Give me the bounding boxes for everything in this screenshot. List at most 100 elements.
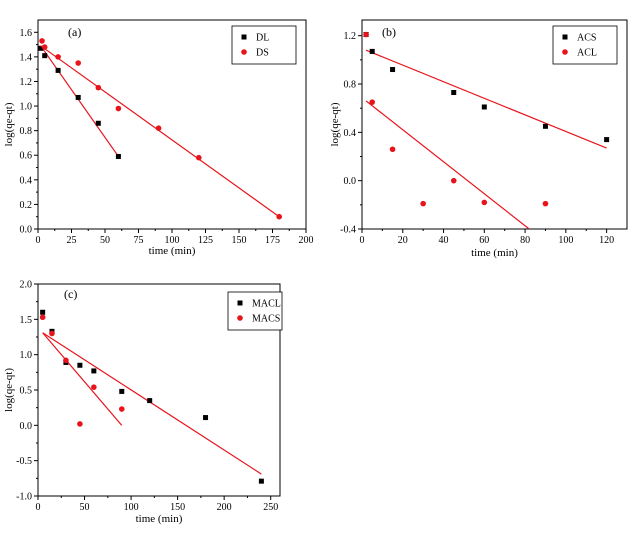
- data-point-macs: [77, 421, 83, 427]
- legend-box: [552, 25, 618, 65]
- legend-label: MACS: [252, 314, 280, 325]
- y-axis-label: log(qe-qt): [3, 368, 15, 412]
- y-tick-label: 0.8: [20, 126, 33, 137]
- data-point-acl: [369, 99, 375, 105]
- legend-marker: [241, 49, 247, 55]
- y-tick-label: -0.5: [16, 456, 32, 467]
- x-tick-label: 50: [100, 235, 110, 246]
- data-point-dl: [38, 45, 44, 51]
- data-point-acl: [363, 31, 369, 38]
- data-point-acs: [451, 89, 457, 95]
- data-point-acs: [390, 67, 396, 73]
- x-tick-label: 80: [520, 235, 530, 246]
- data-point-ds: [75, 60, 81, 66]
- legend: MACL MACS: [227, 291, 283, 331]
- y-tick-label: 2.0: [20, 280, 33, 291]
- y-tick-label: 0.6: [20, 151, 33, 162]
- panel-label: (b): [382, 25, 396, 39]
- data-point-acs: [604, 137, 610, 143]
- x-tick-label: 40: [439, 235, 449, 246]
- data-point-ds: [41, 44, 48, 50]
- x-axis-label: time (min): [136, 513, 183, 525]
- fit-line-macs: [42, 332, 123, 426]
- panel-label: (c): [64, 287, 77, 301]
- data-point-dl: [95, 120, 101, 126]
- y-tick-label: 0.0: [20, 225, 33, 236]
- x-tick-label: 175: [265, 235, 280, 246]
- data-point-acl: [420, 200, 426, 207]
- x-tick-label: 100: [558, 235, 573, 246]
- fit-line-acl: [365, 100, 530, 229]
- legend-marker: [237, 300, 243, 306]
- x-tick-label: 0: [36, 235, 41, 246]
- data-point-macl: [77, 362, 83, 368]
- y-tick-label: 0.4: [344, 128, 357, 139]
- legend-label: DL: [256, 33, 269, 44]
- fit-line-acs: [365, 49, 607, 149]
- chart-panel-2: 0 20 40 60 80 100 120 -0.4 0.0 0.4 0.8 1.2 time (min…: [329, 19, 628, 259]
- data-point-ds: [115, 105, 122, 112]
- legend-marker: [241, 34, 247, 40]
- x-tick-label: 0: [360, 235, 365, 246]
- data-point-macs: [118, 406, 125, 412]
- data-point-ds: [55, 54, 61, 60]
- data-point-acl: [542, 200, 549, 207]
- data-point-dl: [55, 67, 61, 73]
- x-tick-label: 20: [398, 235, 408, 246]
- x-tick-label: 25: [67, 235, 77, 246]
- data-point-acs: [481, 104, 487, 110]
- chart-panel-3: 0 50 100 150 200 250 -1.0 -0.5 0.0 0.5 1.0 1.5 2.0 ti…: [3, 280, 283, 525]
- y-tick-label: 1.0: [20, 102, 33, 113]
- legend-box: [231, 25, 297, 65]
- data-point-ds: [276, 213, 283, 220]
- data-point-macs: [63, 357, 69, 364]
- x-tick-label: 150: [232, 235, 247, 246]
- x-tick-label: 75: [134, 235, 144, 246]
- y-tick-label: 0.0: [20, 421, 33, 432]
- y-axis-label: log(qe-qt): [3, 102, 15, 146]
- legend: DL DS: [231, 25, 297, 65]
- data-point-acs: [542, 123, 548, 129]
- x-tick-label: 100: [165, 235, 180, 246]
- y-tick-label: 0.4: [20, 175, 33, 186]
- data-point-ds: [39, 38, 45, 44]
- y-tick-label: 1.2: [20, 77, 33, 88]
- legend-marker: [237, 315, 243, 321]
- y-tick-label: 1.5: [20, 315, 33, 326]
- x-tick-label: 100: [124, 502, 139, 513]
- data-point-macs: [39, 314, 46, 321]
- fit-line-dl: [40, 45, 119, 157]
- x-tick-label: 0: [36, 502, 41, 513]
- data-point-ds: [196, 154, 202, 161]
- data-point-dl: [115, 153, 121, 159]
- x-tick-label: 150: [170, 502, 185, 513]
- y-tick-label: 1.2: [344, 31, 357, 42]
- fit-line-ds: [40, 45, 280, 218]
- fit-line-macl: [42, 332, 262, 475]
- legend-label: MACL: [252, 299, 281, 310]
- data-point-acl: [389, 146, 396, 153]
- y-tick-label: 0.0: [344, 176, 357, 187]
- data-point-macl: [119, 388, 125, 394]
- legend-marker: [562, 34, 568, 40]
- legend-label: ACS: [577, 33, 596, 44]
- legend: ACS ACL: [552, 25, 618, 65]
- y-tick-label: 0.5: [20, 386, 33, 397]
- data-point-macl: [40, 309, 46, 315]
- data-point-macl: [258, 478, 264, 484]
- data-point-macl: [147, 398, 153, 404]
- y-tick-label: 1.0: [20, 350, 33, 361]
- data-point-acl: [450, 177, 457, 184]
- data-point-ds: [155, 125, 162, 131]
- legend-marker: [562, 49, 568, 55]
- plot-frame: [361, 19, 628, 230]
- legend-label: DS: [256, 48, 269, 59]
- data-point-acs: [369, 48, 375, 54]
- data-point-macs: [91, 384, 97, 390]
- x-tick-label: 250: [263, 502, 278, 513]
- x-tick-label: 120: [599, 235, 614, 246]
- legend-label: ACL: [577, 48, 597, 59]
- data-point-ds: [95, 84, 102, 91]
- data-point-macl: [203, 415, 209, 421]
